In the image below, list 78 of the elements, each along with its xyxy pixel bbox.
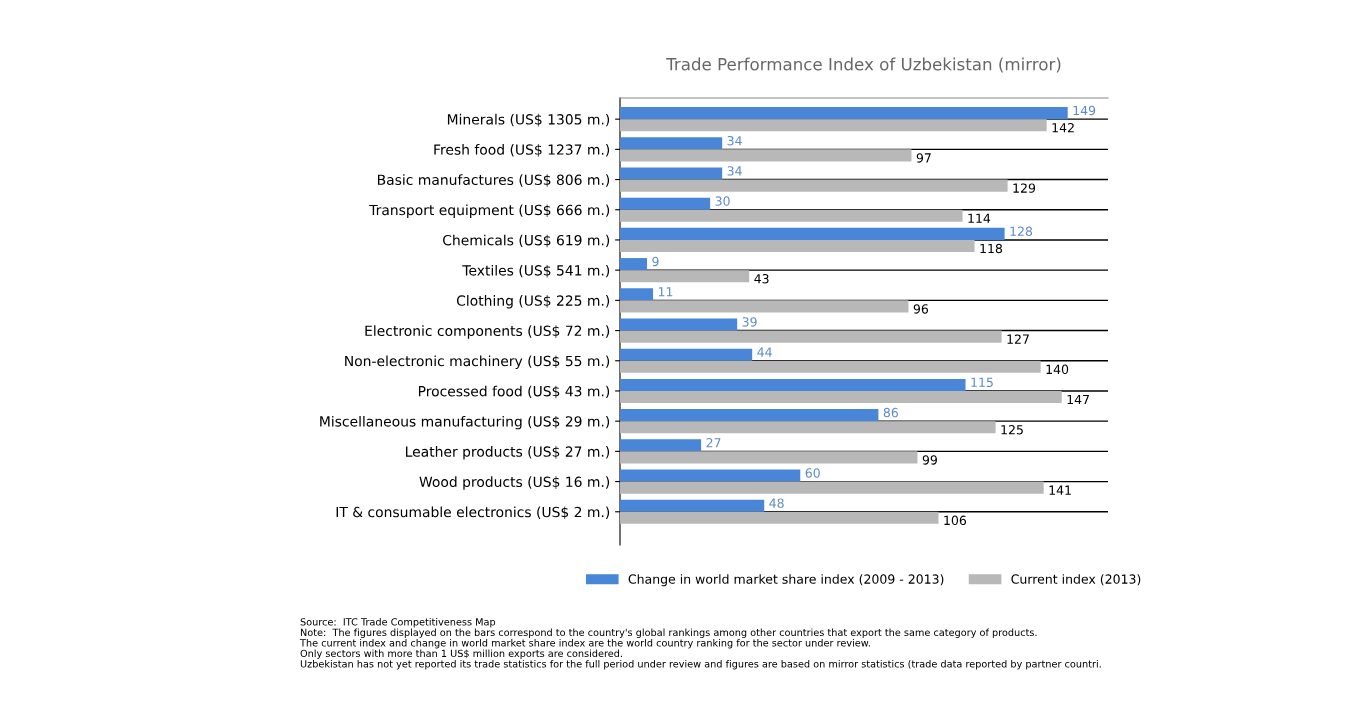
data-label: 30 [715, 196, 730, 206]
data-label: 128 [1010, 226, 1033, 237]
y-tick-label: Basic manufactures (US$ 806 m.) [378, 174, 610, 187]
bar [620, 348, 753, 361]
data-label: 129 [1013, 183, 1036, 193]
bar [620, 360, 1041, 373]
bar [620, 227, 1005, 240]
text: The current index and change in world market share index are the world country ranking for the sector under review. [299, 639, 870, 649]
y-tick-label: Minerals (US$ 1305 m.) [447, 113, 610, 127]
data-label: 34 [727, 166, 742, 176]
text: Note: The figures displayed on the bars correspond to the country's global rankings among other countries that export the same category of products. [300, 628, 1037, 638]
y-tick-label: Transport equipment (US$ 666 m.) [369, 204, 610, 218]
bar [620, 469, 801, 482]
legend-label: Current index (2013) [1011, 574, 1141, 586]
data-label: 149 [1073, 105, 1096, 116]
bar [620, 149, 912, 162]
data-label: 114 [968, 213, 991, 223]
bar [620, 239, 975, 253]
data-label: 86 [883, 407, 898, 418]
data-label: 142 [1052, 122, 1074, 133]
data-label: 60 [805, 468, 820, 478]
bar [620, 318, 738, 331]
data-label: 39 [742, 317, 757, 327]
bar [620, 499, 765, 512]
data-label: 11 [658, 287, 673, 297]
data-label: 106 [944, 515, 967, 526]
data-label: 99 [922, 455, 937, 465]
data-label: 9 [652, 256, 659, 267]
text: Only sectors with more than 1 US$ million exports are considered. [300, 649, 622, 659]
data-label: 147 [1067, 394, 1089, 405]
data-label: 43 [754, 273, 769, 284]
source-note: Source: ITC Trade Competitiveness Map [300, 618, 496, 628]
y-tick-label: Miscellaneous manufacturing (US$ 29 m.) [320, 415, 610, 430]
bar [620, 409, 879, 422]
chart-title: Trade Performance Index of Uzbekistan (mirror) [666, 57, 1061, 73]
data-label: 127 [1007, 334, 1029, 344]
y-tick-label: Chemicals (US$ 619 m.) [443, 234, 610, 248]
bar [620, 119, 1047, 132]
y-tick-label: Electronic components (US$ 72 m.) [365, 325, 610, 339]
bar [620, 288, 654, 301]
y-tick-label: IT & consumable electronics (US$ 2 m.) [336, 506, 610, 520]
data-label: 96 [913, 304, 929, 314]
bar [620, 421, 996, 434]
bar [620, 481, 1044, 494]
y-tick-label: Textiles (US$ 541 m.) [462, 264, 610, 278]
bar [620, 179, 1008, 192]
bar [620, 330, 1002, 343]
data-label: 97 [916, 153, 931, 163]
bar [620, 511, 939, 524]
bar [620, 439, 702, 452]
data-label: 27 [706, 437, 721, 448]
y-tick-label: Processed food (US$ 43 m.) [418, 385, 610, 399]
bar [620, 270, 750, 283]
y-tick-label: Clothing (US$ 225 m.) [456, 295, 610, 309]
text: Uzbekistan has not yet reported its trade statistics for the full period under review and figures are based on mirror statistics (trade data reported by partner countri. [300, 660, 1101, 670]
bar [620, 258, 648, 271]
bar [620, 390, 1062, 404]
data-label: 115 [971, 377, 993, 388]
y-tick-label: Leather products (US$ 27 m.) [406, 446, 610, 460]
bar [620, 107, 1068, 120]
data-label: 140 [1046, 364, 1069, 375]
data-label: 118 [980, 243, 1003, 254]
y-tick-label: Non-electronic machinery (US$ 55 m.) [345, 355, 610, 369]
data-label: 44 [757, 347, 772, 357]
bar [620, 451, 918, 464]
bar [620, 197, 711, 210]
data-label: 141 [1049, 485, 1071, 495]
y-tick-label: Fresh food (US$ 1237 m.) [434, 144, 610, 157]
bar [620, 137, 723, 150]
data-label: 48 [769, 498, 784, 508]
bar [620, 378, 966, 391]
legend-label: Change in world market share index (2009 - 2013) [628, 574, 944, 587]
data-label: 34 [727, 135, 742, 146]
bar [620, 300, 909, 313]
data-label: 125 [1001, 425, 1023, 435]
bar [620, 209, 963, 222]
y-tick-label: Wood products (US$ 16 m.) [419, 476, 610, 490]
bar [620, 167, 723, 180]
